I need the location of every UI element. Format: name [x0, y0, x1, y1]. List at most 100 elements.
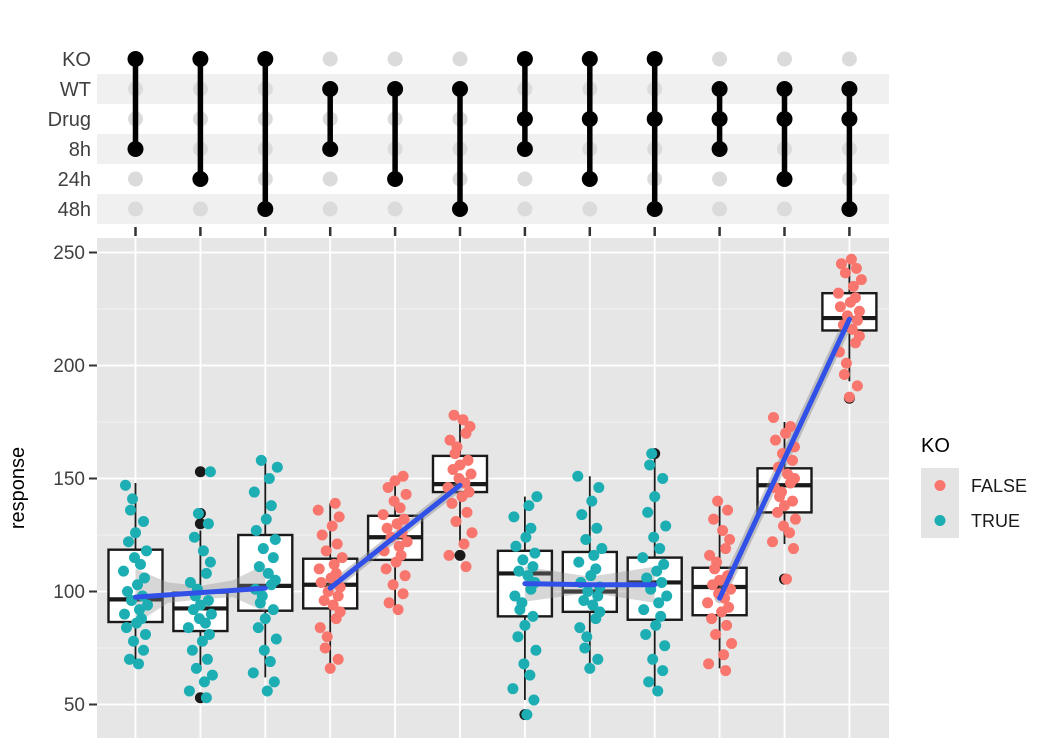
jitter-point — [650, 619, 662, 631]
legend-label-false: FALSE — [971, 476, 1027, 496]
jitter-point — [134, 604, 145, 616]
jitter-point — [581, 631, 593, 643]
jitter-point — [383, 597, 395, 609]
jitter-point — [846, 323, 858, 335]
matrix-dot-inactive — [452, 51, 468, 67]
jitter-point — [522, 570, 534, 582]
jitter-point — [194, 599, 206, 611]
jitter-point — [652, 685, 664, 697]
jitter-point — [398, 513, 410, 525]
jitter-point — [657, 473, 669, 484]
jitter-point — [200, 567, 212, 579]
jitter-point — [576, 509, 588, 521]
jitter-point — [184, 576, 196, 588]
jitter-point — [659, 640, 671, 652]
matrix-dot-inactive — [841, 51, 857, 67]
jitter-point — [717, 524, 729, 536]
legend-dot-false-icon — [934, 480, 946, 491]
jitter-point — [849, 292, 861, 304]
jitter-point — [855, 274, 867, 286]
jitter-point — [204, 466, 216, 478]
y-axis-tick-label: 200 — [53, 356, 85, 377]
jitter-point — [586, 495, 598, 507]
jitter-point — [517, 554, 529, 566]
jitter-point — [393, 540, 405, 552]
jitter-point — [267, 552, 279, 564]
jitter-point — [510, 540, 522, 552]
jitter-point — [834, 301, 846, 313]
jitter-point — [183, 685, 195, 697]
jitter-point — [264, 656, 276, 668]
jitter-point — [788, 543, 799, 555]
jitter-point — [463, 486, 475, 498]
legend-title: KO — [921, 435, 950, 457]
jitter-point — [530, 644, 542, 656]
matrix-dot-active — [711, 141, 728, 157]
jitter-point — [320, 545, 332, 557]
matrix-dot-active — [516, 141, 533, 157]
jitter-point — [655, 610, 667, 622]
jitter-point — [190, 662, 202, 674]
jitter-point — [461, 506, 473, 518]
matrix-dot-active — [841, 201, 858, 217]
jitter-point — [661, 590, 673, 602]
jitter-point — [138, 644, 149, 656]
jitter-point — [331, 538, 343, 550]
smooth-line — [717, 316, 852, 601]
matrix-dot-active — [127, 141, 144, 157]
matrix-dot-active — [776, 171, 793, 187]
jitter-point — [646, 448, 658, 460]
jitter-point — [847, 280, 859, 292]
matrix-dot-inactive — [128, 201, 143, 217]
jitter-point — [578, 595, 590, 607]
matrix-dot-active — [452, 81, 468, 97]
jitter-point — [142, 599, 153, 611]
jitter-point — [327, 599, 339, 611]
jitter-point — [269, 574, 281, 586]
matrix-dot-active — [127, 51, 144, 67]
jitter-point — [253, 561, 265, 573]
matrix-dot-active — [257, 201, 274, 217]
jitter-point — [851, 314, 863, 326]
jitter-point — [444, 434, 456, 446]
jitter-point — [400, 488, 412, 500]
jitter-point — [584, 662, 596, 674]
jitter-point — [832, 287, 844, 299]
jitter-point — [579, 642, 591, 654]
jitter-point — [203, 628, 215, 640]
y-axis-tick-label: 250 — [53, 243, 85, 264]
jitter-point — [248, 486, 260, 498]
jitter-point — [186, 644, 198, 656]
jitter-point — [250, 524, 262, 536]
jitter-point — [140, 628, 151, 640]
jitter-point — [260, 513, 272, 525]
jitter-point — [454, 459, 466, 471]
matrix-dot-active — [841, 111, 858, 127]
jitter-point — [315, 576, 327, 588]
jitter-point — [389, 475, 401, 487]
jitter-point — [453, 473, 465, 484]
jitter-point — [643, 676, 655, 688]
matrix-dot-active — [581, 111, 598, 127]
jitter-point — [838, 369, 850, 381]
matrix-row-label-24h: 24h — [58, 169, 91, 191]
smooth-line — [327, 482, 463, 591]
jitter-point — [525, 522, 537, 534]
jitter-point — [593, 482, 605, 494]
jitter-point — [527, 610, 539, 622]
jitter-point — [328, 558, 340, 570]
jitter-point — [839, 267, 851, 279]
jitter-point — [138, 515, 149, 527]
jitter-point — [778, 520, 789, 532]
jitter-point — [333, 511, 345, 523]
jitter-point — [314, 622, 326, 634]
jitter-point — [588, 549, 600, 561]
matrix-dot-inactive — [712, 201, 728, 217]
jitter-point — [591, 522, 603, 534]
matrix-dot-active — [387, 81, 404, 97]
jitter-point — [193, 613, 205, 625]
jitter-point — [520, 531, 532, 543]
jitter-point — [382, 482, 394, 494]
jitter-point — [197, 545, 209, 557]
jitter-point — [141, 545, 152, 557]
